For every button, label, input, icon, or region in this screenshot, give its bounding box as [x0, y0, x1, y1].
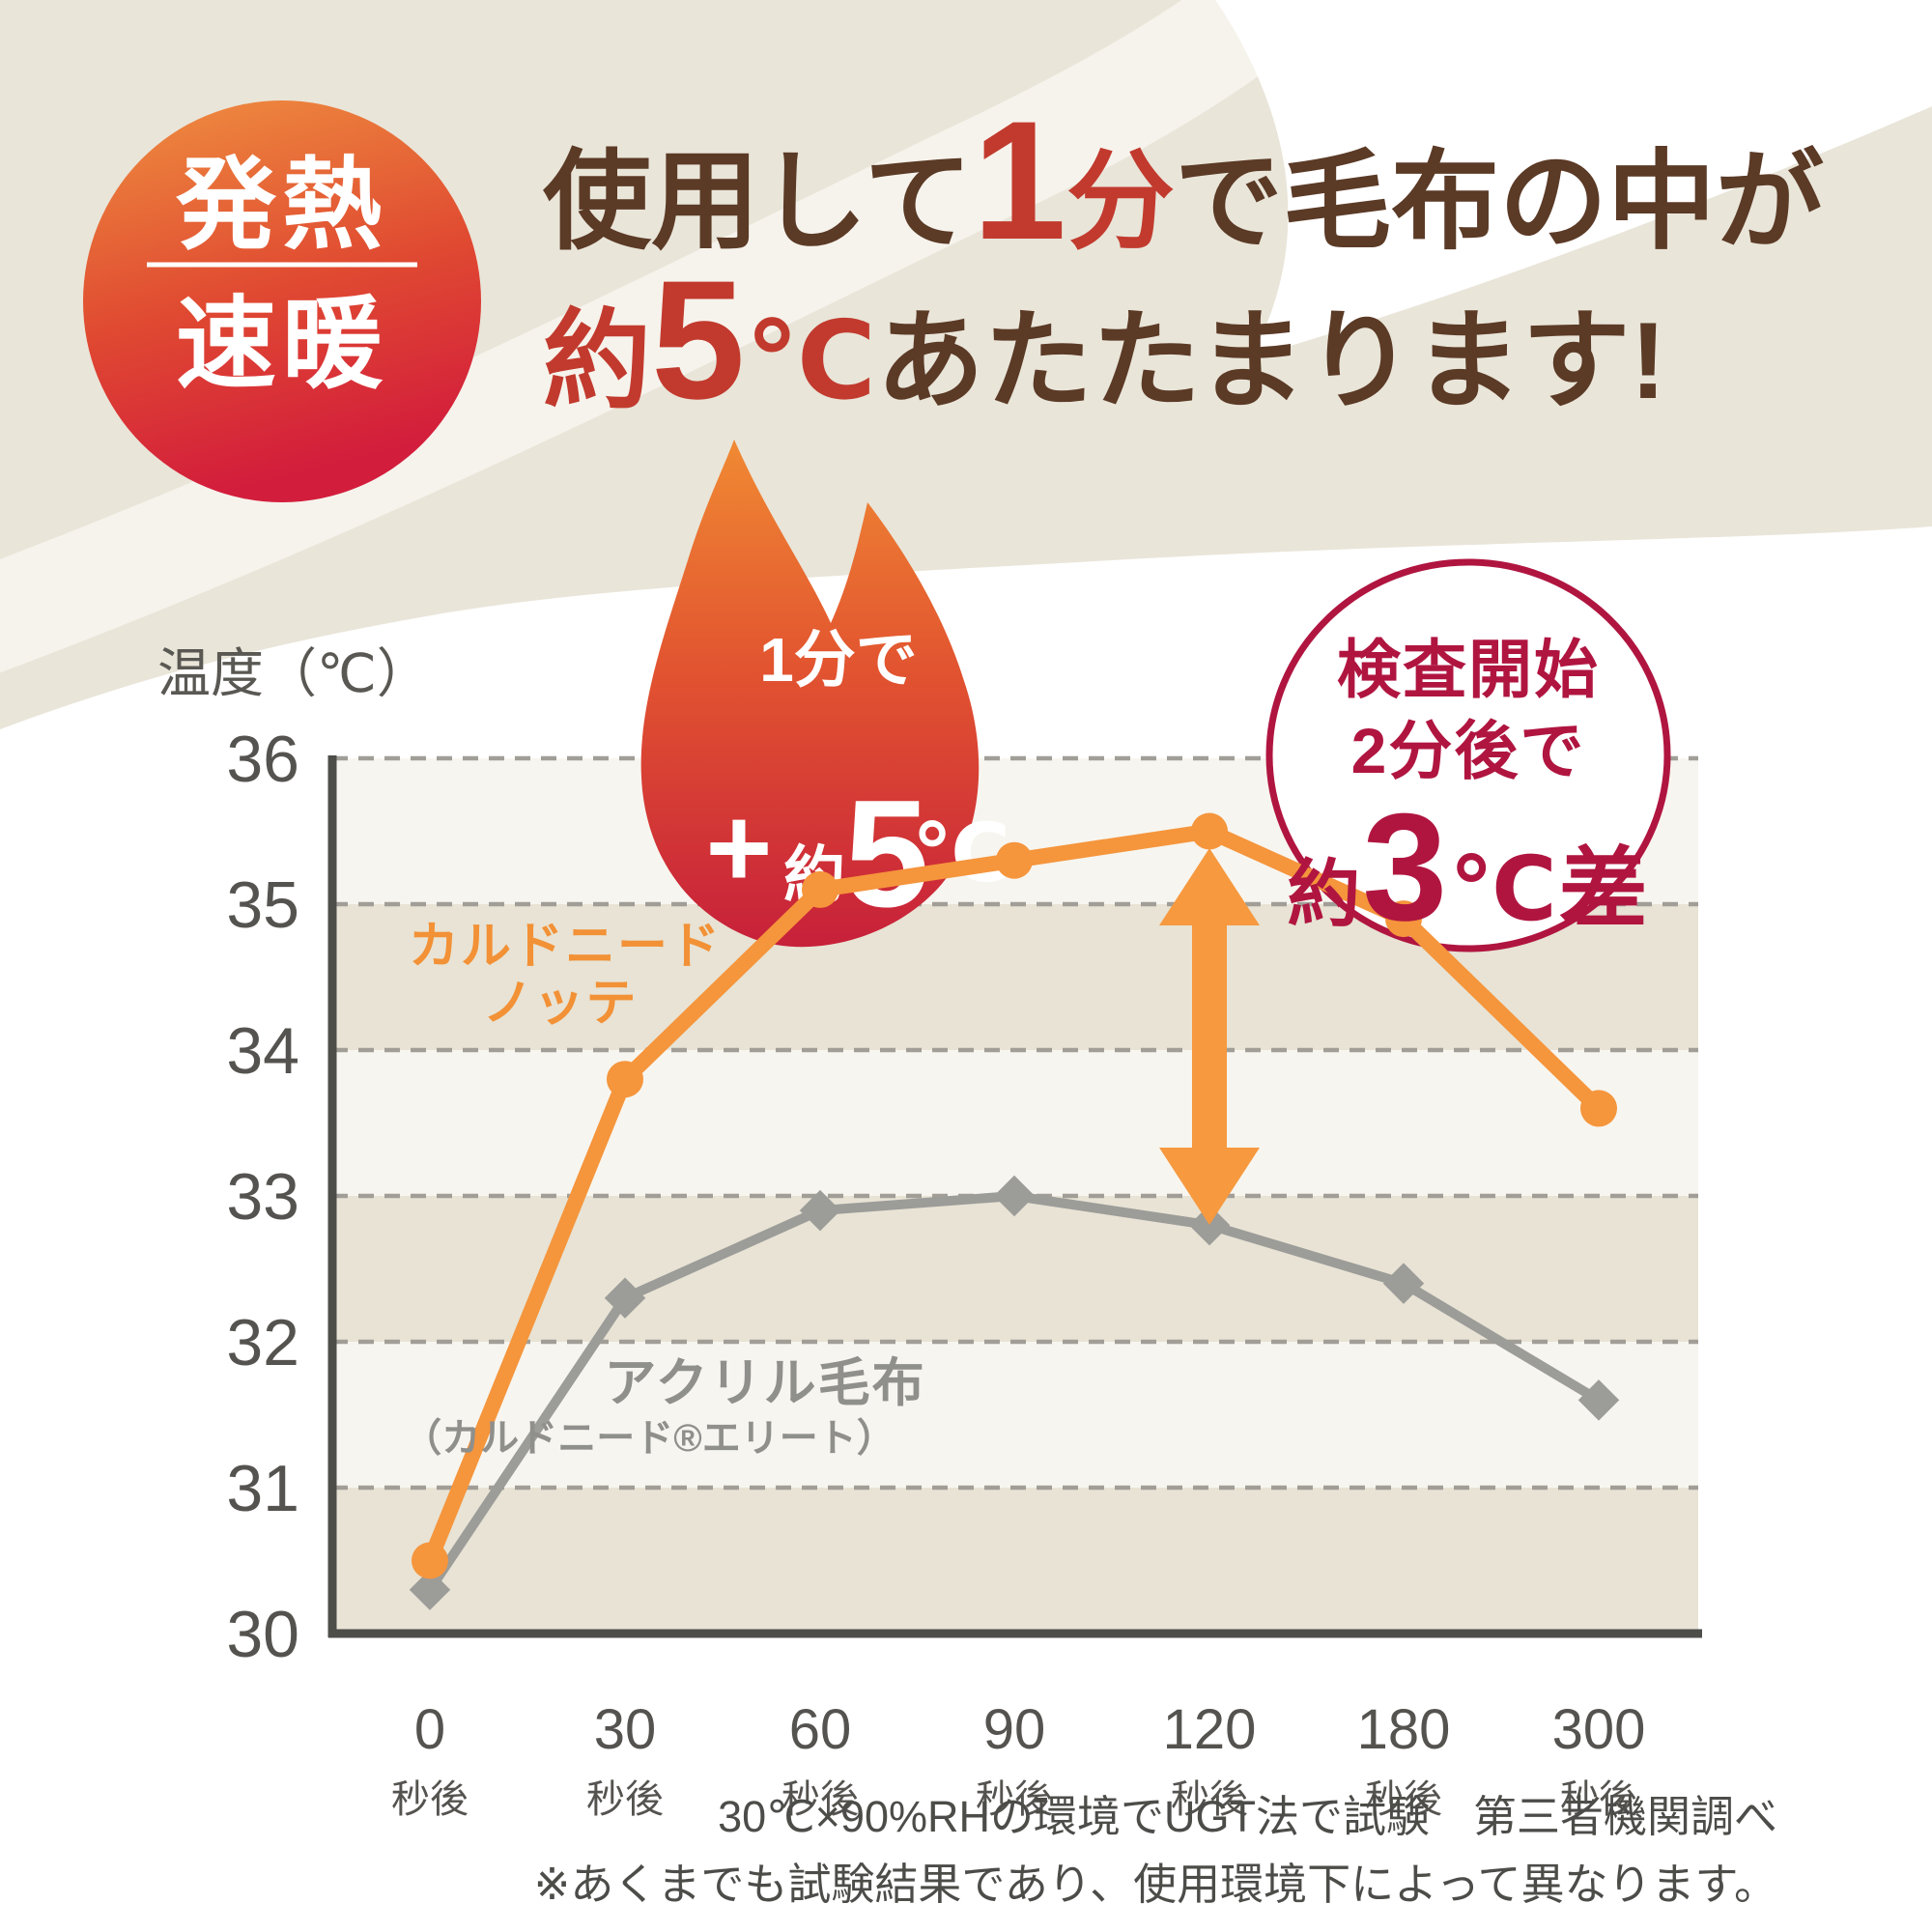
footnote-line1: 30℃×90%RHの環境でUGT法で試験 第三者機関調べ [718, 1792, 1777, 1841]
y-tick-31: 31 [226, 1452, 299, 1525]
footnote-line2: ※あくまでも試験結果であり、使用環境下によって異なります。 [534, 1860, 1777, 1909]
diff-yaku: 約 [1287, 854, 1362, 936]
flame-deg: ℃ [912, 808, 1010, 898]
y-tick-33: 33 [226, 1160, 299, 1234]
band-34-33 [332, 1050, 1698, 1196]
headline-seg-red1: 分 [1066, 141, 1175, 262]
y-tick-34: 34 [226, 1014, 299, 1088]
diff-circle-text: 検査開始 2分後で 約3℃差 [1287, 634, 1649, 952]
white-swoosh-band [0, 0, 1349, 673]
chart-bands [332, 758, 1698, 1634]
y-tick-35: 35 [226, 868, 299, 942]
headline: 使用して1分で毛布の中が 約5℃あたたまります! [543, 87, 1824, 435]
difference-arrow [1159, 848, 1260, 1225]
flame-icon [640, 440, 980, 948]
headline-seg-brown3: あたたまります! [876, 300, 1666, 421]
series-1-marker-4 [1188, 1204, 1231, 1246]
series-1-marker-0 [409, 1569, 451, 1610]
diff-circle [1265, 558, 1671, 952]
x-tick-unit-0: 秒後 [391, 1778, 469, 1821]
x-tick-30: 30 [594, 1698, 657, 1761]
headline-seg-red3: ℃ [745, 300, 876, 421]
x-tick-unit-30: 秒後 [586, 1778, 664, 1821]
headline-seg-red-big2: 5 [651, 246, 745, 435]
headline-seg-brown2: で毛布の中が [1175, 141, 1824, 262]
series-lines [409, 812, 1620, 1610]
x-tick-120: 120 [1163, 1698, 1257, 1761]
white-corner-wedge [1215, 0, 1932, 357]
x-tick-labels: 0 秒後 30 秒後 60 秒後 90 秒後 120 秒後 180 秒後 300 秒後 [391, 1698, 1645, 1821]
diff-suffix: ℃差 [1449, 840, 1649, 939]
badge-bottom-label: 速暖 [176, 289, 388, 401]
series-0-marker-0 [412, 1542, 448, 1579]
series-legends: カルドニード ノッテ アクリル毛布 （カルドニード®エリート） [403, 919, 925, 1460]
series-0-marker-4 [1191, 812, 1228, 850]
headline-seg-red-big1: 1 [973, 87, 1066, 275]
flame-big5: 5 [844, 769, 929, 939]
heat-badge: 発熱 速暖 [83, 100, 481, 502]
x-tick-unit-300: 秒後 [1560, 1778, 1637, 1821]
series-1-marker-6 [1577, 1379, 1620, 1421]
badge-ellipse [83, 100, 481, 502]
x-tick-0: 0 [414, 1698, 445, 1761]
y-axis-title: 温度（℃） [157, 643, 430, 703]
x-tick-unit-60: 秒後 [781, 1778, 859, 1821]
series-0-marker-1 [607, 1061, 643, 1098]
diff-line3: 約3℃差 [1287, 782, 1649, 952]
series-1-marker-3 [993, 1175, 1036, 1217]
series-1-marker-2 [799, 1189, 841, 1232]
headline-seg-brown1: 使用して [543, 141, 973, 262]
x-tick-180: 180 [1357, 1698, 1451, 1761]
band-32-31 [332, 1342, 1698, 1488]
legend-gray-line2: （カルドニード®エリート） [403, 1417, 895, 1460]
diff-circle-annotation [1265, 558, 1671, 952]
x-tick-unit-120: 秒後 [1171, 1778, 1248, 1821]
headline-seg-red2: 約 [543, 300, 651, 421]
y-tick-labels: 36 35 34 33 32 31 30 [226, 723, 299, 1671]
series-1-marker-1 [604, 1277, 646, 1319]
footnotes: 30℃×90%RHの環境でUGT法で試験 第三者機関調べ ※あくまでも試験結果で… [534, 1792, 1777, 1909]
legend-gray-line1: アクリル毛布 [604, 1354, 925, 1412]
y-tick-30: 30 [226, 1598, 299, 1671]
diff-line1: 検査開始 [1337, 634, 1600, 705]
x-tick-unit-180: 秒後 [1365, 1778, 1442, 1821]
diff-line2: 2分後で [1351, 715, 1586, 786]
x-tick-90: 90 [983, 1698, 1046, 1761]
series-0-marker-2 [802, 870, 838, 908]
flame-line1: 1分で [759, 625, 918, 695]
badge-top-label: 発熱 [176, 150, 388, 262]
x-tick-60: 60 [789, 1698, 852, 1761]
series-0-marker-3 [996, 841, 1033, 879]
x-tick-300: 300 [1552, 1698, 1646, 1761]
series-0-marker-6 [1580, 1090, 1617, 1127]
flame-annotation: 1分で + 約 5 ℃ [640, 440, 1010, 948]
band-33-32 [332, 1196, 1698, 1342]
diff-big3: 3 [1362, 782, 1449, 952]
band-31-30 [332, 1488, 1698, 1634]
legend-orange-line2: ノッテ [483, 976, 639, 1032]
series-1-marker-5 [1382, 1263, 1425, 1304]
legend-orange-line1: カルドニード [409, 919, 722, 975]
series-0-marker-5 [1385, 900, 1422, 938]
flame-plus: + [706, 784, 773, 912]
y-tick-36: 36 [226, 723, 299, 796]
headline-line2: 約5℃あたたまります! [543, 246, 1666, 435]
x-tick-unit-90: 秒後 [976, 1778, 1053, 1821]
headline-line1: 使用して1分で毛布の中が [543, 87, 1824, 275]
y-tick-32: 32 [226, 1306, 299, 1379]
background-swooshes [0, 0, 1932, 729]
